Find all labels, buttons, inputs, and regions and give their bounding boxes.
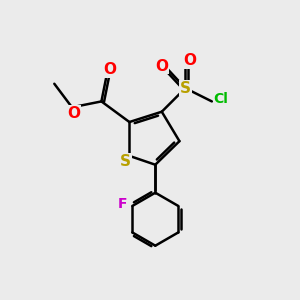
Text: O: O — [67, 106, 80, 121]
Text: F: F — [117, 197, 127, 212]
Text: O: O — [183, 53, 196, 68]
Text: Cl: Cl — [213, 92, 228, 106]
Text: S: S — [180, 81, 191, 96]
Text: O: O — [104, 62, 117, 77]
Text: O: O — [155, 58, 168, 74]
Text: S: S — [120, 154, 131, 169]
